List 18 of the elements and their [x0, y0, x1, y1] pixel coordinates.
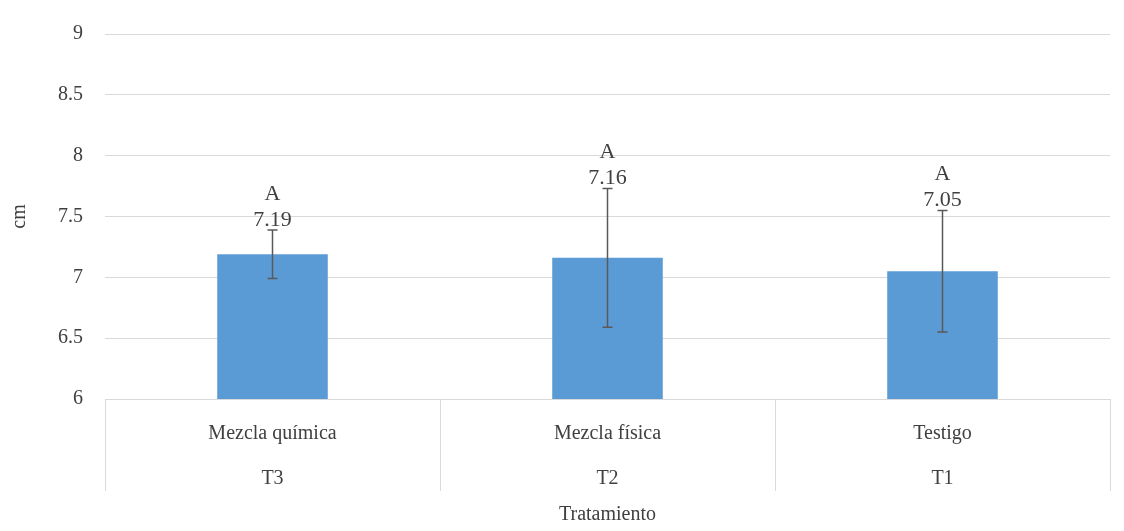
data-label: 7.16: [588, 164, 627, 190]
y-tick-label: 6.5: [58, 325, 83, 348]
annotation: A: [264, 179, 281, 205]
y-tick-label: 9: [73, 21, 83, 44]
data-label: 7.19: [253, 205, 292, 231]
y-tick-label: 7.5: [58, 203, 83, 226]
x-tick-label: Mezcla química T3: [208, 420, 337, 488]
y-tick-label: 7: [73, 264, 83, 287]
y-tick-label: 8: [73, 142, 83, 165]
annotation: A: [599, 138, 616, 164]
x-tick-label: Testigo T1: [913, 420, 972, 488]
y-tick-label: 8.5: [58, 82, 83, 105]
data-label: 7.05: [923, 186, 962, 212]
annotation: A: [934, 160, 951, 186]
x-axis-title: Tratamiento: [558, 502, 657, 525]
y-axis-title: cm: [7, 203, 30, 229]
y-tick-label: 6: [73, 386, 83, 409]
x-tick-label: Mezcla física T2: [553, 420, 662, 488]
